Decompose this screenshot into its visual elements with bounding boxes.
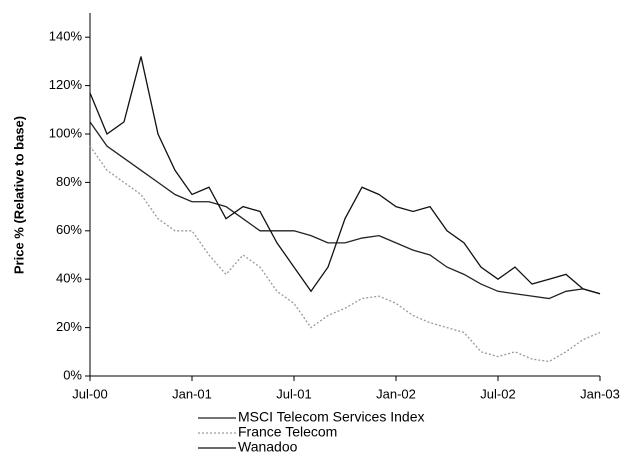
y-tick-label: 100% [49, 125, 83, 140]
legend-label: Wanadoo [238, 439, 298, 455]
x-tick-label: Jul-02 [480, 386, 515, 401]
x-tick-label: Jul-01 [276, 386, 311, 401]
legend-label: France Telecom [238, 424, 337, 440]
series-line [89, 56, 601, 295]
x-tick-label: Jul-00 [72, 386, 107, 401]
y-axis-label: Price % (Relative to base) [11, 116, 26, 274]
series-line [89, 145, 601, 363]
y-tick-label: 60% [56, 222, 82, 237]
y-tick-label: 0% [63, 367, 82, 382]
legend-label: MSCI Telecom Services Index [238, 409, 424, 425]
x-tick-label: Jan-01 [172, 386, 212, 401]
series-line [89, 121, 601, 300]
y-tick-label: 120% [49, 77, 83, 92]
y-tick-label: 20% [56, 319, 82, 334]
x-tick-label: Jan-02 [376, 386, 416, 401]
y-tick-label: 140% [49, 29, 83, 44]
x-tick-label: Jan-03 [580, 386, 620, 401]
y-tick-label: 40% [56, 271, 82, 286]
y-tick-label: 80% [56, 174, 82, 189]
